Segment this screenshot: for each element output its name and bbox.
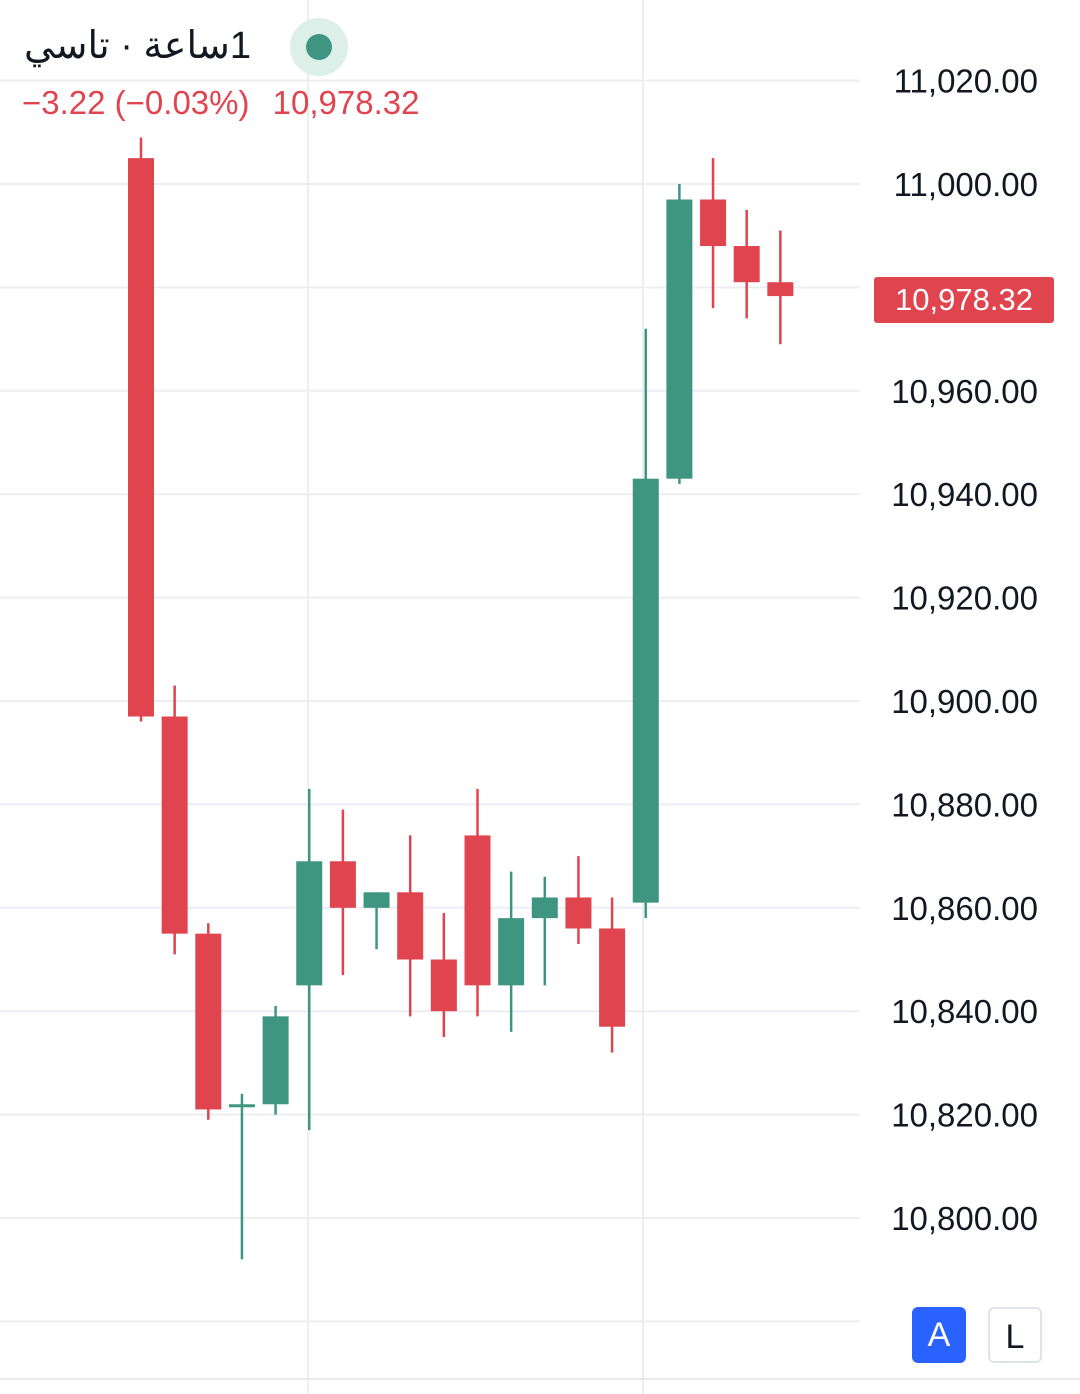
candle-body [363, 892, 390, 908]
candle [498, 871, 525, 1032]
candle-body [161, 716, 188, 934]
candle [700, 158, 727, 309]
candle-body [531, 897, 558, 919]
candle-body [733, 246, 760, 283]
market-status-indicator[interactable] [290, 18, 348, 76]
candle [464, 788, 491, 1017]
candle [329, 809, 356, 976]
bottom-divider [0, 1378, 1080, 1380]
candle-body [700, 199, 727, 247]
candle-body [228, 1104, 255, 1108]
candle-body [128, 158, 154, 717]
y-tick-label: 10,800.00 [891, 1200, 1038, 1237]
candle [161, 685, 188, 955]
candle-body [397, 892, 424, 960]
candle [599, 897, 626, 1053]
candle [397, 835, 424, 1017]
candle [363, 892, 390, 950]
candle [128, 137, 154, 722]
candle [632, 328, 659, 919]
candle [531, 876, 558, 986]
candle-body [296, 861, 323, 986]
y-tick-label: 11,020.00 [894, 63, 1038, 100]
y-tick-label: 10,900.00 [891, 683, 1038, 720]
candle [228, 1093, 255, 1260]
market-open-dot-icon [306, 34, 332, 60]
legend-values: −3.22 (−0.03%) 10,978.32 [22, 84, 433, 122]
candle [666, 184, 693, 484]
log-scale-button[interactable]: L [988, 1307, 1042, 1363]
candle [767, 230, 794, 345]
symbol-legend[interactable]: 1ساعة · تاسي [24, 22, 251, 70]
candle [195, 923, 222, 1120]
candle-body [195, 933, 222, 1110]
symbol-title[interactable]: 1ساعة · تاسي [24, 25, 252, 67]
candle-body [666, 199, 693, 479]
y-tick-label: 11,000.00 [894, 166, 1038, 203]
candle-body [430, 959, 457, 1012]
candle-body [329, 861, 356, 908]
candle [262, 1006, 289, 1115]
y-tick-label: 10,860.00 [891, 890, 1038, 927]
y-tick-label: 10,820.00 [891, 1097, 1038, 1134]
price-axis[interactable]: 11,020.00 11,000.00 10,960.00 10,940.00 10,9… [891, 63, 1038, 1237]
price-change: −3.22 (−0.03%) [22, 84, 250, 121]
candle-body [767, 282, 794, 297]
auto-scale-button[interactable]: A [912, 1307, 966, 1363]
y-tick-label: 10,880.00 [891, 786, 1038, 823]
last-price: 10,978.32 [272, 84, 420, 121]
y-tick-label: 10,920.00 [891, 580, 1038, 617]
candle-body [464, 835, 491, 986]
candle-body [498, 918, 525, 986]
y-tick-label: 10,940.00 [891, 476, 1038, 513]
candle-body [599, 928, 626, 1027]
candle-body [565, 897, 592, 929]
candle [430, 912, 457, 1038]
candle [733, 209, 760, 319]
y-tick-label: 10,960.00 [891, 373, 1038, 410]
candles [128, 137, 794, 1260]
candle-body [262, 1016, 289, 1105]
y-tick-label: 10,840.00 [891, 993, 1038, 1030]
candle [565, 856, 592, 944]
candle-body [632, 478, 659, 903]
candle [296, 788, 323, 1131]
last-price-badge: 10,978.32 [874, 277, 1054, 323]
